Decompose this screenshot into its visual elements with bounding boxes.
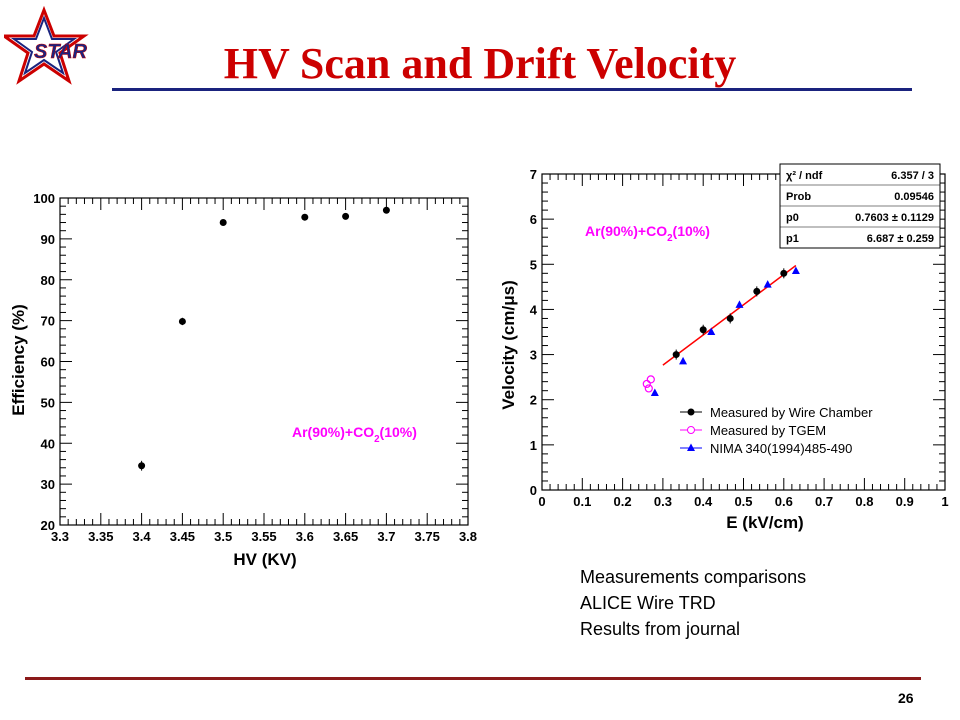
y-tick-label: 100 [33, 191, 55, 206]
y-tick-label: 50 [41, 395, 55, 410]
data-point-tgem [646, 375, 655, 384]
data-point-nima [707, 327, 716, 335]
data-point-wire-chamber [753, 287, 761, 295]
stats-value: 0.09546 [894, 191, 934, 203]
x-tick-label: 3.8 [459, 529, 477, 544]
stats-label: p1 [786, 233, 799, 245]
data-point-wire-chamber [726, 314, 734, 322]
y-tick-label: 2 [530, 393, 537, 408]
data-point [382, 206, 390, 214]
data-point-nima [679, 356, 688, 365]
data-point [178, 317, 186, 325]
data-point [219, 219, 227, 227]
star-logo-inner [10, 15, 78, 76]
x-tick-label: 3.6 [296, 529, 314, 544]
stats-label: p0 [786, 212, 799, 224]
star-logo-text: STAR [34, 41, 88, 63]
data-point-nima [791, 266, 800, 275]
data-point-wire-chamber [672, 351, 680, 359]
x-tick-label: 3.7 [377, 529, 395, 544]
mixture-annotation: Ar(90%)+CO2(10%) [292, 424, 417, 445]
y-tick-label: 90 [41, 232, 55, 247]
stats-label: Prob [786, 191, 811, 203]
data-point [138, 462, 146, 470]
x-tick-label: 0.9 [896, 494, 914, 509]
x-tick-label: 0 [538, 494, 545, 509]
mixture-annotation: Ar(90%)+CO2(10%) [585, 223, 710, 244]
x-tick-label: 1 [941, 494, 948, 509]
title-underline [112, 88, 912, 91]
x-tick-label: 0.3 [654, 494, 672, 509]
x-tick-label: 0.2 [614, 494, 632, 509]
note-line-2: ALICE Wire TRD [580, 593, 716, 613]
note-line-3: Results from journal [580, 619, 741, 639]
note-line-1: Measurements comparisons [580, 567, 807, 587]
stats-value: 6.687 ± 0.259 [867, 233, 934, 245]
stats-value: 0.7603 ± 0.1129 [855, 212, 934, 224]
data-point [301, 213, 309, 221]
x-axis-label: HV (KV) [233, 550, 296, 569]
x-tick-label: 3.45 [170, 529, 195, 544]
legend-marker [687, 443, 695, 451]
x-tick-label: 0.7 [815, 494, 833, 509]
efficiency-chart: 3.3 3.35 3.4 3.45 3.5 3.55 3.6 3.65 3.7 3.75 3.8 20… [9, 191, 477, 569]
legend-marker [687, 426, 695, 434]
y-tick-label: 30 [41, 477, 55, 492]
x-tick-label: 3.3 [51, 529, 69, 544]
data-point-tgem [642, 379, 651, 389]
x-tick-label: 0.6 [775, 494, 793, 509]
stats-value: 6.357 / 3 [891, 170, 934, 182]
x-axis-label: E (kV/cm) [726, 513, 803, 532]
y-axis-label: Velocity (cm/μs) [499, 280, 518, 409]
stats-label: χ² / ndf [786, 170, 823, 182]
drift-velocity-chart: 0 0.1 0.2 0.3 0.4 0.5 0.6 0.7 0.8 0.9 1 0 1 2 3 4 5 6 7 E (… [499, 163, 949, 532]
legend-entry: Measured by Wire Chamber [710, 405, 873, 420]
x-tick-label: 3.75 [415, 529, 440, 544]
data-point-wire-chamber [780, 269, 788, 277]
data-point-nima [735, 300, 744, 308]
star-logo: STAR [4, 6, 89, 85]
y-tick-label: 80 [41, 273, 55, 288]
data-point-wire-chamber [699, 326, 707, 334]
data-point-nima [650, 388, 659, 396]
x-tick-label: 0.4 [694, 494, 713, 509]
y-tick-label: 7 [530, 167, 537, 182]
y-tick-label: 70 [41, 314, 55, 329]
y-tick-label: 20 [41, 518, 55, 533]
star-logo-outer [4, 6, 89, 85]
legend-entry: NIMA 340(1994)485-490 [710, 441, 852, 456]
page-number: 26 [898, 690, 914, 706]
y-tick-label: 1 [530, 438, 537, 453]
notes-block: Measurements comparisons ALICE Wire TRD … [580, 564, 806, 642]
y-tick-label: 0 [530, 483, 537, 498]
x-tick-label: 3.65 [333, 529, 358, 544]
y-tick-label: 60 [41, 355, 55, 370]
x-tick-label: 3.4 [133, 529, 152, 544]
y-tick-label: 4 [530, 302, 538, 317]
legend-entry: Measured by TGEM [710, 423, 826, 438]
y-axis-label: Efficiency (%) [9, 304, 28, 415]
footer-rule [25, 677, 921, 680]
legend-marker [687, 408, 695, 416]
x-tick-label: 0.5 [734, 494, 752, 509]
x-tick-label: 0.1 [573, 494, 591, 509]
y-tick-label: 40 [41, 436, 55, 451]
x-tick-label: 0.8 [855, 494, 873, 509]
data-point-tgem [644, 384, 653, 393]
y-tick-label: 3 [530, 348, 537, 363]
x-tick-label: 3.5 [214, 529, 232, 544]
plot-frame [59, 197, 469, 526]
data-point-nima [763, 280, 772, 288]
y-tick-label: 5 [530, 257, 537, 272]
x-tick-label: 3.55 [251, 529, 276, 544]
slide-title: HV Scan and Drift Velocity [223, 39, 737, 88]
y-tick-label: 6 [530, 212, 537, 227]
x-tick-label: 3.35 [88, 529, 113, 544]
data-point [342, 212, 350, 220]
